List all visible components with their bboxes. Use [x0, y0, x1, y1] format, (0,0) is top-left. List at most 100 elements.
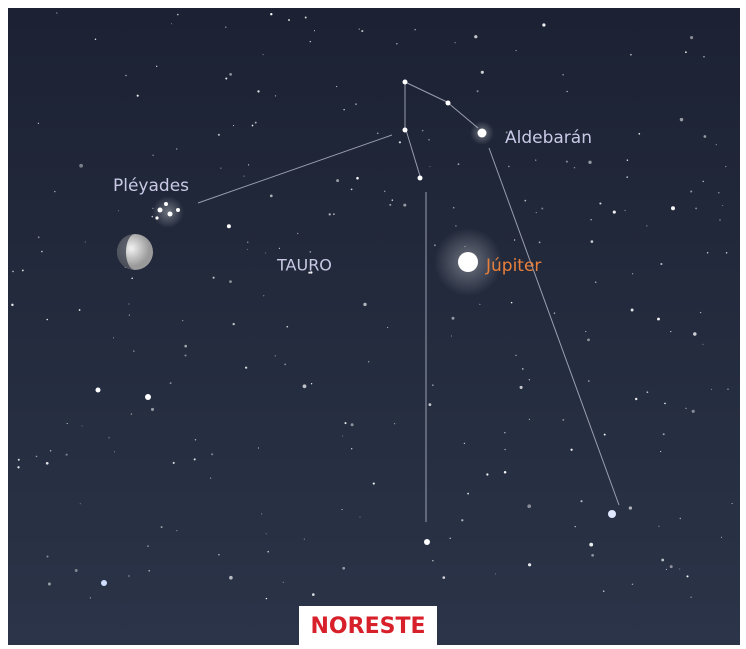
- star: [575, 526, 576, 527]
- star: [704, 135, 707, 138]
- star: [536, 212, 537, 213]
- star: [129, 315, 130, 316]
- star: [458, 163, 460, 165]
- star: [368, 361, 369, 362]
- star: [392, 199, 394, 201]
- star: [309, 251, 311, 253]
- star: [67, 423, 68, 424]
- star: [158, 208, 163, 213]
- star: [261, 513, 262, 514]
- star: [686, 575, 688, 577]
- star: [522, 368, 524, 370]
- star: [446, 101, 451, 106]
- star: [133, 350, 135, 352]
- star: [233, 323, 235, 325]
- star: [418, 176, 423, 181]
- star: [155, 216, 158, 219]
- star: [211, 453, 213, 455]
- star: [451, 335, 452, 336]
- star: [613, 211, 616, 214]
- star: [732, 503, 733, 504]
- star: [373, 483, 375, 485]
- star: [342, 436, 343, 437]
- star: [661, 559, 664, 562]
- star: [258, 447, 259, 448]
- star: [125, 75, 127, 77]
- star: [128, 303, 129, 304]
- star: [608, 510, 616, 518]
- star: [396, 43, 397, 44]
- star: [671, 206, 675, 210]
- star: [703, 56, 704, 57]
- star: [403, 128, 408, 133]
- star: [664, 403, 666, 405]
- star: [589, 543, 593, 547]
- star: [403, 80, 408, 85]
- star: [657, 318, 660, 321]
- star: [403, 204, 406, 207]
- star: [389, 204, 391, 206]
- star: [504, 432, 505, 433]
- star: [442, 576, 445, 579]
- star: [38, 236, 40, 238]
- star: [719, 220, 720, 221]
- star: [603, 590, 605, 592]
- star: [173, 462, 175, 464]
- star: [303, 384, 307, 388]
- star: [229, 280, 232, 283]
- star: [424, 539, 430, 545]
- star: [524, 200, 526, 202]
- star: [147, 545, 148, 546]
- star: [114, 451, 115, 452]
- cluster-glow: [152, 196, 184, 228]
- label-tauro: TAURO: [276, 256, 332, 275]
- star: [727, 388, 728, 389]
- star: [151, 408, 154, 411]
- star: [690, 190, 692, 192]
- star: [170, 382, 172, 384]
- star: [527, 504, 531, 508]
- star: [248, 164, 249, 165]
- star: [663, 433, 665, 435]
- label-jupiter: Júpiter: [485, 256, 541, 276]
- star: [41, 251, 43, 253]
- star: [270, 13, 272, 15]
- star: [670, 565, 673, 568]
- star: [647, 391, 649, 393]
- star: [247, 249, 248, 250]
- star: [574, 167, 575, 168]
- star: [631, 309, 634, 312]
- star: [415, 29, 416, 30]
- star: [22, 269, 24, 271]
- star: [722, 205, 723, 206]
- star: [336, 179, 339, 182]
- pleiades-cluster: [152, 196, 184, 228]
- star: [286, 326, 288, 328]
- star: [225, 78, 227, 80]
- star: [343, 109, 344, 110]
- star: [515, 355, 516, 356]
- star: [66, 454, 68, 456]
- star: [229, 576, 233, 580]
- star: [516, 50, 517, 51]
- star: [342, 509, 343, 510]
- star: [520, 386, 523, 389]
- star: [646, 225, 647, 226]
- star: [333, 213, 335, 215]
- star: [229, 73, 232, 76]
- star: [514, 239, 515, 240]
- star: [588, 380, 590, 382]
- star: [279, 248, 280, 249]
- star: [626, 176, 628, 178]
- star: [595, 281, 596, 282]
- star: [529, 379, 530, 380]
- star: [629, 506, 632, 509]
- star: [225, 27, 226, 28]
- star: [195, 439, 196, 440]
- star: [670, 331, 671, 332]
- star: [245, 367, 247, 369]
- star: [535, 159, 536, 160]
- star: [504, 449, 505, 450]
- star: [344, 422, 346, 424]
- star: [101, 580, 107, 586]
